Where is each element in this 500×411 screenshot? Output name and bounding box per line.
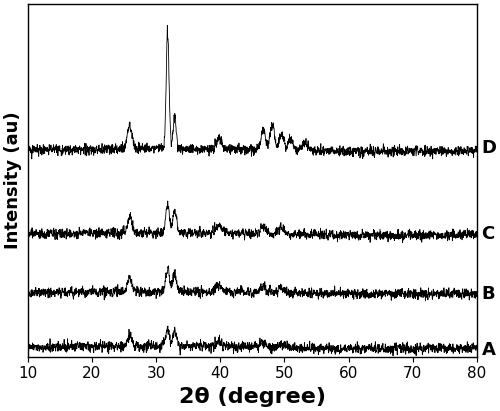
Y-axis label: Intensity (au): Intensity (au) — [4, 111, 22, 249]
Text: B: B — [482, 285, 495, 303]
Text: D: D — [482, 139, 496, 157]
Text: A: A — [482, 341, 496, 359]
X-axis label: 2θ (degree): 2θ (degree) — [179, 387, 326, 407]
Text: C: C — [482, 225, 494, 243]
